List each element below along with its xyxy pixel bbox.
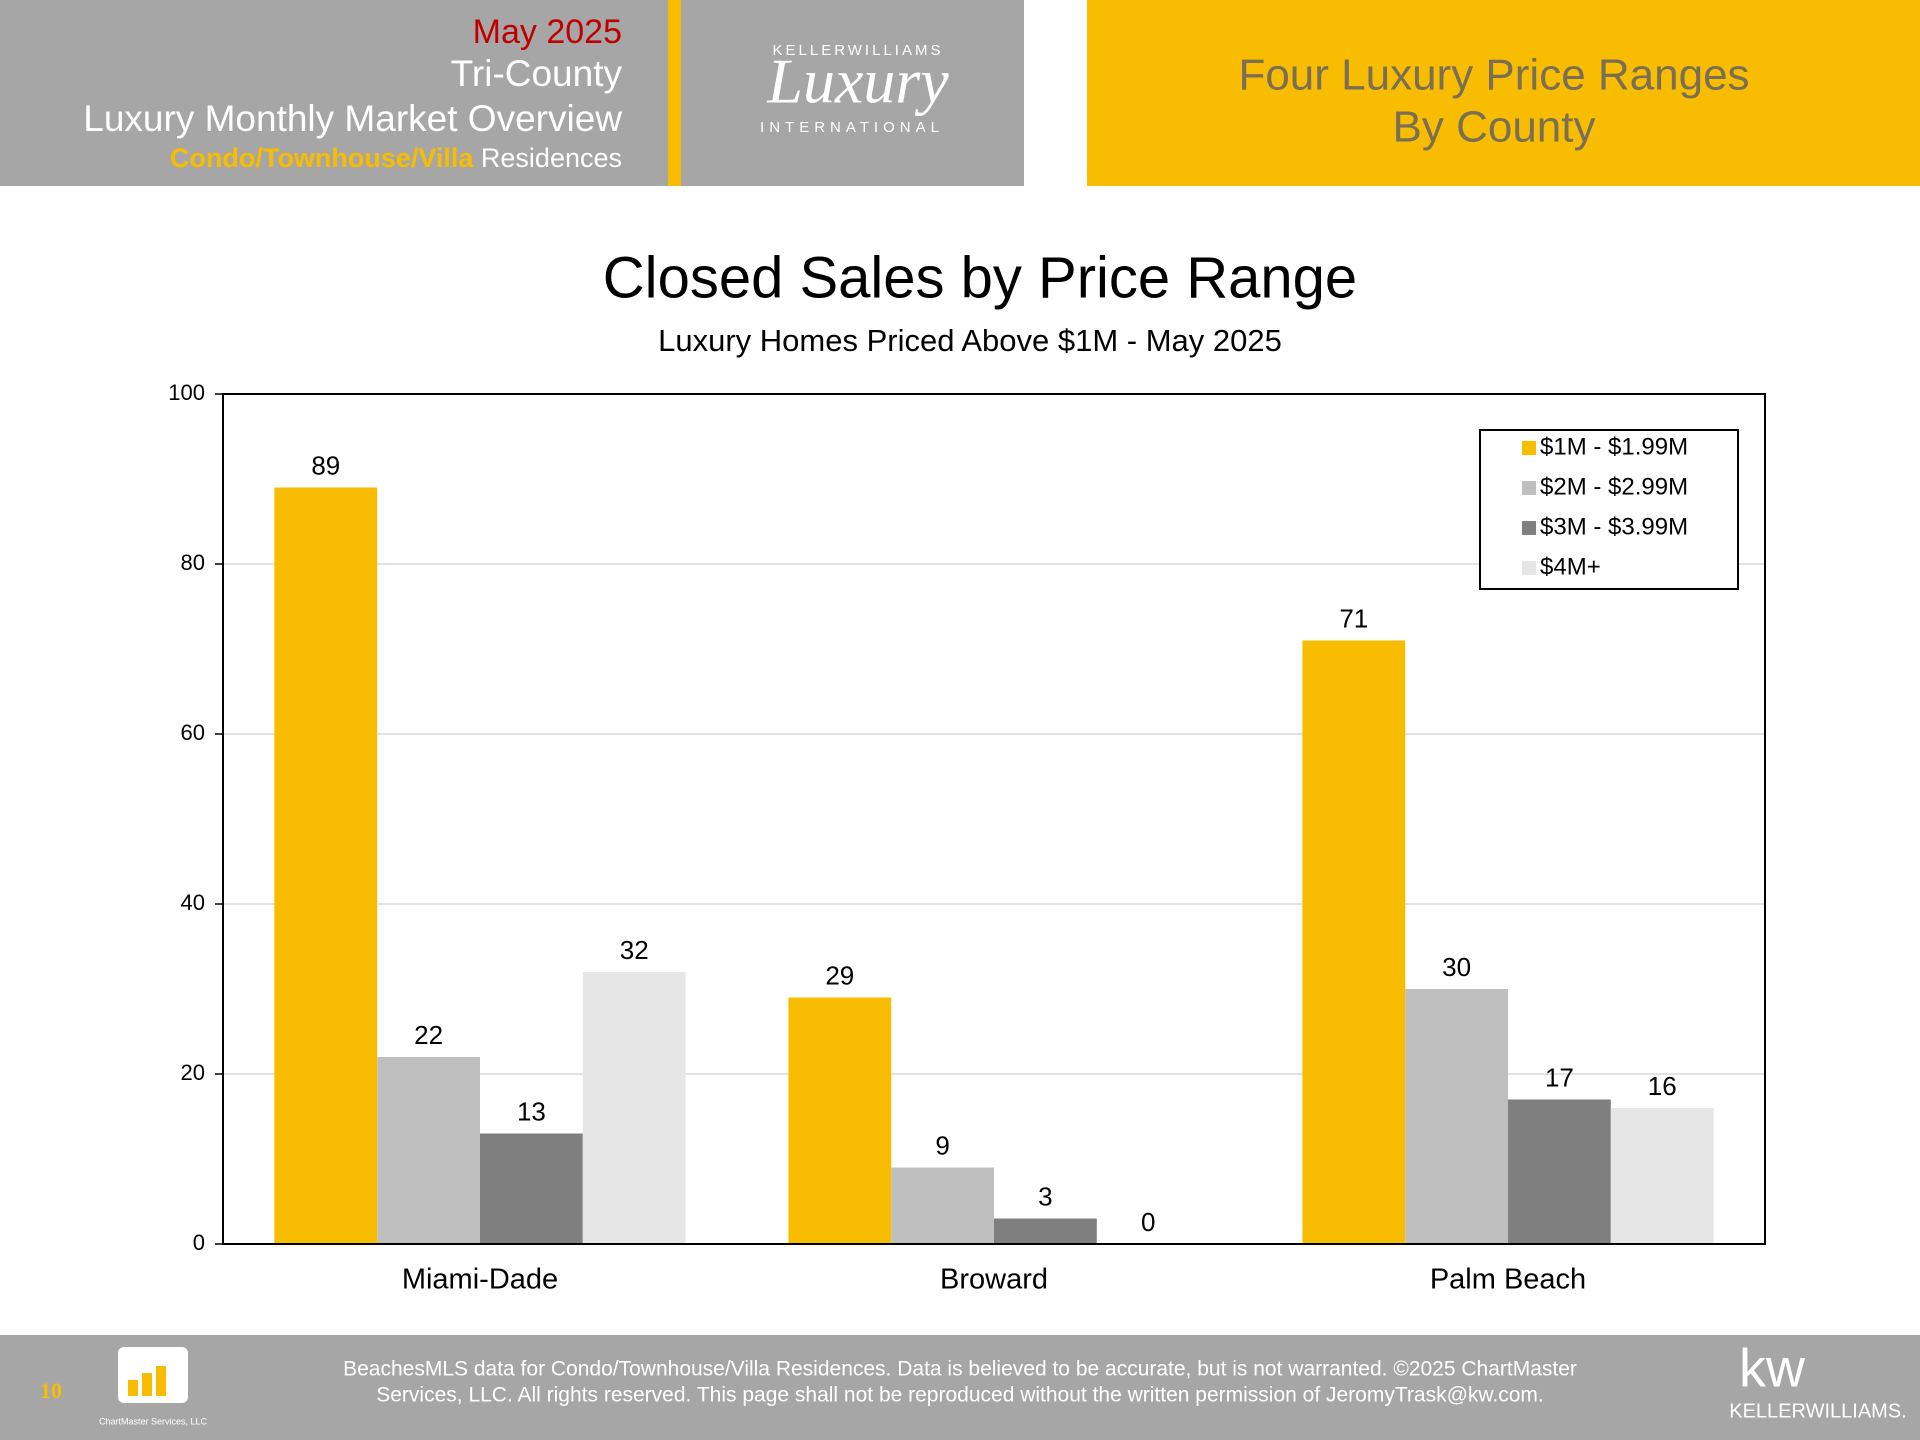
value-label: 16 bbox=[1648, 1071, 1677, 1101]
logo-top: KELLERWILLIAMS bbox=[773, 42, 944, 59]
legend-label: $4M+ bbox=[1540, 553, 1601, 580]
banner-box bbox=[1087, 0, 1920, 186]
y-tick-label: 40 bbox=[181, 890, 205, 915]
header-region: Tri-County bbox=[451, 53, 623, 94]
bar bbox=[480, 1133, 583, 1244]
banner-line: By County bbox=[1393, 103, 1596, 152]
footer-text: Services, LLC. All rights reserved. This… bbox=[376, 1384, 1544, 1407]
x-tick-label: Broward bbox=[940, 1264, 1048, 1296]
value-label: 13 bbox=[517, 1096, 546, 1126]
value-label: 0 bbox=[1141, 1207, 1155, 1237]
footer-box bbox=[0, 1335, 1920, 1440]
chart-title: Closed Sales by Price Range bbox=[603, 245, 1357, 310]
legend-swatch bbox=[1522, 481, 1536, 495]
subtitle-highlight: Condo/Townhouse/Villa bbox=[170, 143, 474, 173]
bar bbox=[1405, 989, 1508, 1244]
legend-swatch bbox=[1522, 561, 1536, 575]
y-tick-label: 60 bbox=[181, 720, 205, 745]
header-subtitle: Condo/Townhouse/Villa Residences bbox=[170, 143, 622, 173]
value-label: 29 bbox=[825, 960, 854, 990]
logo-bottom: INTERNATIONAL bbox=[760, 119, 944, 136]
footer-text: BeachesMLS data for Condo/Townhouse/Vill… bbox=[343, 1358, 1577, 1381]
chart-subtitle: Luxury Homes Priced Above $1M - May 2025 bbox=[658, 323, 1282, 358]
x-tick-label: Miami-Dade bbox=[402, 1264, 558, 1296]
legend-swatch bbox=[1522, 441, 1536, 455]
subtitle-rest: Residences bbox=[481, 143, 622, 173]
y-tick-label: 20 bbox=[181, 1060, 205, 1085]
logo-main: Luxury bbox=[766, 46, 949, 117]
plot-border bbox=[222, 393, 1766, 1245]
legend-label: $3M - $3.99M bbox=[1540, 513, 1688, 540]
value-label: 17 bbox=[1545, 1062, 1574, 1092]
value-label: 32 bbox=[620, 935, 649, 965]
value-label: 71 bbox=[1339, 603, 1368, 633]
value-label: 22 bbox=[414, 1020, 443, 1050]
icon-bar bbox=[156, 1366, 166, 1396]
plot: 0 20 40 60 80 100 Miami-Dade 89 22 13 32 Broward 29 9… bbox=[168, 380, 1766, 1296]
header-stripe bbox=[668, 0, 681, 186]
value-label: 89 bbox=[311, 450, 340, 480]
legend-label: $1M - $1.99M bbox=[1540, 433, 1688, 460]
page-number: 10 bbox=[40, 1378, 62, 1403]
bar bbox=[274, 487, 378, 1244]
y-tick-label: 80 bbox=[181, 550, 205, 575]
bar bbox=[377, 1057, 480, 1244]
header-date: May 2025 bbox=[473, 13, 622, 51]
value-label: 30 bbox=[1442, 952, 1471, 982]
y-tick-label: 0 bbox=[193, 1230, 205, 1255]
banner-line: Four Luxury Price Ranges bbox=[1238, 51, 1749, 100]
kw-logo: kw bbox=[1739, 1338, 1806, 1398]
legend-label: $2M - $2.99M bbox=[1540, 473, 1688, 500]
x-tick-label: Palm Beach bbox=[1430, 1264, 1586, 1296]
bar bbox=[994, 1218, 1097, 1244]
bar bbox=[1610, 1108, 1714, 1244]
legend-swatch bbox=[1522, 521, 1536, 535]
kw-brand: KELLERWILLIAMS. bbox=[1729, 1400, 1906, 1422]
value-label: 3 bbox=[1038, 1181, 1052, 1211]
bar bbox=[1508, 1099, 1611, 1244]
chartmaster-label: ChartMaster Services, LLC bbox=[99, 1416, 208, 1426]
y-tick-label: 100 bbox=[168, 380, 205, 405]
bar bbox=[788, 997, 892, 1244]
header-title: Luxury Monthly Market Overview bbox=[83, 98, 622, 139]
value-label: 9 bbox=[935, 1130, 949, 1160]
bar bbox=[891, 1167, 994, 1244]
icon-bar bbox=[142, 1373, 152, 1396]
header-box bbox=[0, 0, 1024, 186]
bar bbox=[1302, 640, 1406, 1244]
icon-bar bbox=[128, 1380, 138, 1396]
bar bbox=[582, 972, 686, 1244]
